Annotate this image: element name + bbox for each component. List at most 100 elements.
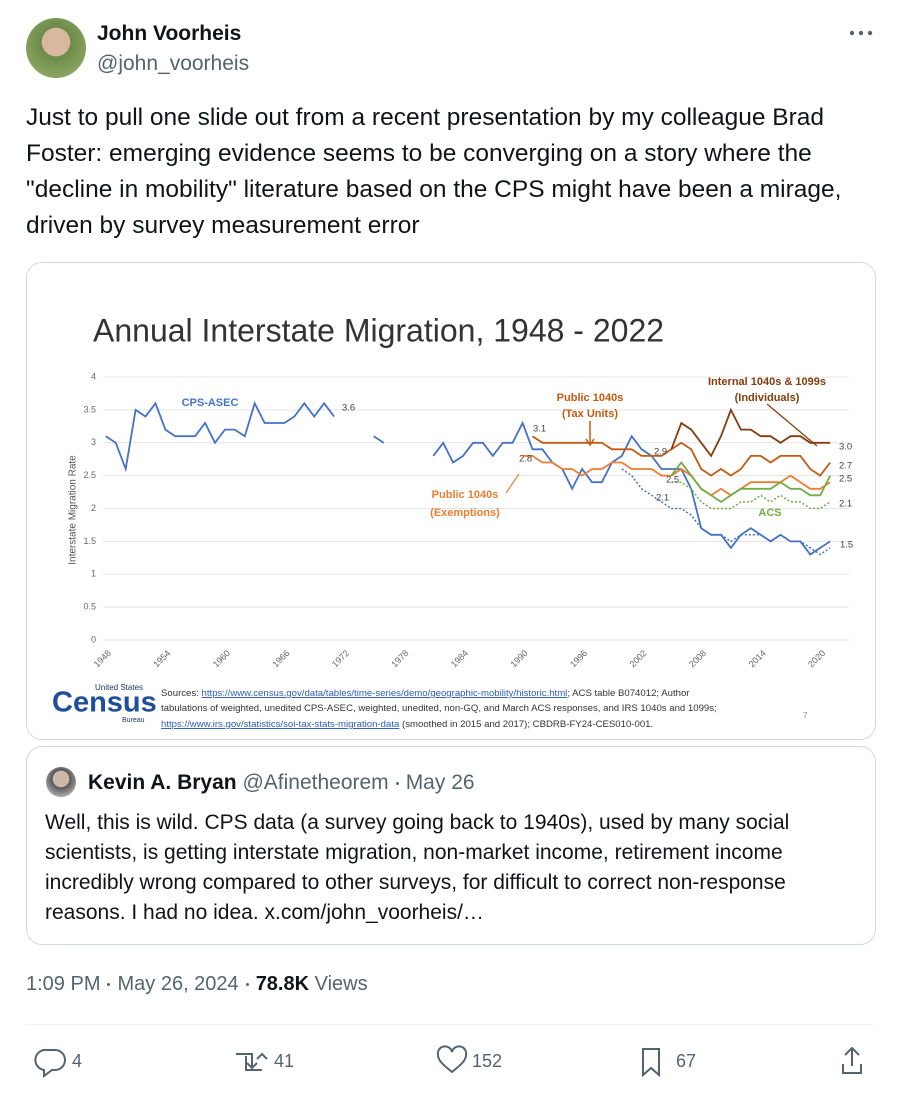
data-label: 2.7 bbox=[839, 461, 852, 472]
logo-text: Bureau bbox=[122, 717, 145, 724]
y-tick-label: 1.5 bbox=[83, 536, 96, 546]
chart: Annual Interstate Migration, 1948 - 2022… bbox=[27, 263, 875, 739]
action-bar: 4 41 152 67 bbox=[34, 1045, 862, 1078]
quote-header: Kevin A. Bryan @Afinetheorem May 26 bbox=[88, 771, 475, 795]
author-handle[interactable]: @john_voorheis bbox=[97, 52, 250, 75]
reply-count: 4 bbox=[72, 1051, 82, 1071]
series-label: (Exemptions) bbox=[430, 507, 500, 519]
y-tick-label: 3.5 bbox=[83, 404, 96, 414]
label-arrow bbox=[505, 473, 520, 494]
x-tick-label: 1990 bbox=[508, 648, 529, 669]
source-text: (smoothed in 2015 and 2017); CBDRB-FY24-… bbox=[399, 719, 653, 730]
data-label: 3.0 bbox=[839, 442, 852, 453]
like-count: 152 bbox=[472, 1051, 502, 1071]
repost-button[interactable] bbox=[236, 1052, 268, 1071]
x-tick-label: 1972 bbox=[330, 648, 351, 669]
date[interactable]: May 26, 2024 bbox=[117, 973, 239, 995]
y-tick-label: 2.5 bbox=[83, 470, 96, 480]
y-tick-label: 4 bbox=[91, 371, 96, 381]
source-link[interactable]: https://www.census.gov/data/tables/time-… bbox=[202, 688, 568, 699]
logo-text: United States bbox=[95, 683, 143, 692]
series-line bbox=[621, 468, 831, 556]
source-text: Sources: bbox=[161, 688, 202, 699]
page-number: 7 bbox=[803, 711, 808, 720]
y-tick-label: 0 bbox=[91, 634, 96, 644]
data-label: 2.1 bbox=[839, 499, 852, 510]
bookmark-count: 67 bbox=[676, 1051, 696, 1071]
series-line bbox=[532, 435, 831, 477]
quote-handle: @Afinetheorem bbox=[242, 771, 389, 794]
source-line: tabulations of weighted, unedited CPS-AS… bbox=[161, 703, 717, 714]
repost-count: 41 bbox=[274, 1051, 294, 1071]
y-tick-label: 3 bbox=[91, 437, 96, 447]
x-tick-label: 1984 bbox=[449, 648, 470, 669]
series-label: (Individuals) bbox=[735, 392, 800, 404]
x-tick-label: 1978 bbox=[389, 648, 410, 669]
series-label: (Tax Units) bbox=[562, 408, 618, 420]
quote-date: May 26 bbox=[405, 771, 475, 794]
x-tick-label: 1966 bbox=[270, 648, 291, 669]
avatar[interactable] bbox=[26, 18, 86, 78]
x-tick-label: 2008 bbox=[687, 648, 708, 669]
time[interactable]: 1:09 PM bbox=[26, 973, 101, 995]
series-label: ACS bbox=[758, 507, 781, 519]
separator bbox=[245, 983, 249, 987]
series-line bbox=[522, 455, 831, 497]
y-tick-label: 1 bbox=[91, 569, 96, 579]
x-tick-label: 2020 bbox=[806, 648, 827, 669]
series-label: Public 1040s bbox=[432, 489, 499, 501]
y-tick-label: 2 bbox=[91, 503, 96, 513]
reply-button[interactable] bbox=[34, 1048, 66, 1078]
data-label: 3.1 bbox=[533, 424, 546, 435]
data-label: 2.5 bbox=[666, 475, 679, 486]
tweet-text: Just to pull one slide out from a recent… bbox=[26, 104, 842, 239]
data-label: 3.6 bbox=[342, 403, 355, 414]
x-tick-label: 1954 bbox=[151, 648, 172, 669]
chart-title: Annual Interstate Migration, 1948 - 2022 bbox=[93, 312, 664, 348]
separator bbox=[107, 983, 111, 987]
x-tick-label: 2014 bbox=[747, 648, 768, 669]
series-line bbox=[105, 400, 831, 556]
more-button[interactable] bbox=[848, 28, 874, 38]
series-line bbox=[670, 461, 832, 503]
series-label: Public 1040s bbox=[557, 392, 624, 404]
author-name[interactable]: John Voorheis bbox=[97, 22, 242, 45]
data-label: 2.5 bbox=[839, 474, 852, 485]
x-tick-label: 1960 bbox=[211, 648, 232, 669]
views-label: Views bbox=[314, 973, 368, 995]
source-link[interactable]: https://www.irs.gov/statistics/soi-tax-s… bbox=[161, 719, 400, 730]
like-button[interactable] bbox=[436, 1045, 468, 1074]
timestamp: 1:09 PM May 26, 2024 78.8K Views bbox=[26, 973, 368, 996]
x-tick-label: 2002 bbox=[627, 648, 648, 669]
label-arrow bbox=[766, 403, 818, 447]
share-button[interactable] bbox=[842, 1046, 862, 1074]
x-tick-label: 1948 bbox=[92, 648, 113, 669]
bookmark-button[interactable] bbox=[642, 1048, 660, 1078]
label-arrow bbox=[585, 421, 595, 447]
data-label: 2.9 bbox=[654, 447, 667, 458]
media-frame[interactable]: Annual Interstate Migration, 1948 - 2022… bbox=[26, 262, 876, 740]
data-label: 1.5 bbox=[840, 540, 853, 551]
series-label: CPS-ASEC bbox=[182, 397, 239, 409]
y-axis-label: Interstate Migration Rate bbox=[68, 455, 79, 565]
source-line: https://www.irs.gov/statistics/soi-tax-s… bbox=[161, 719, 653, 730]
quote-avatar bbox=[46, 767, 76, 797]
separator bbox=[395, 781, 399, 785]
data-label: 2.8 bbox=[519, 454, 532, 465]
quote-tweet[interactable]: Kevin A. Bryan @Afinetheorem May 26 Well,… bbox=[26, 746, 876, 945]
logo-text: Census bbox=[52, 687, 157, 719]
quote-name: Kevin A. Bryan bbox=[88, 771, 237, 794]
series-label: Internal 1040s & 1099s bbox=[708, 376, 826, 388]
views-count: 78.8K bbox=[255, 973, 310, 995]
series-line bbox=[671, 481, 831, 510]
source-line: Sources: https://www.census.gov/data/tab… bbox=[161, 688, 690, 699]
y-tick-label: 0.5 bbox=[83, 602, 96, 612]
quote-text: Well, this is wild. CPS data (a survey g… bbox=[45, 811, 790, 924]
source-text: ; ACS table B074012; Author bbox=[567, 688, 690, 699]
x-tick-label: 1996 bbox=[568, 648, 589, 669]
source-text: tabulations of weighted, unedited CPS-AS… bbox=[161, 703, 717, 714]
series-line bbox=[670, 407, 831, 458]
divider bbox=[26, 1024, 874, 1025]
data-label: 2.1 bbox=[656, 493, 669, 504]
